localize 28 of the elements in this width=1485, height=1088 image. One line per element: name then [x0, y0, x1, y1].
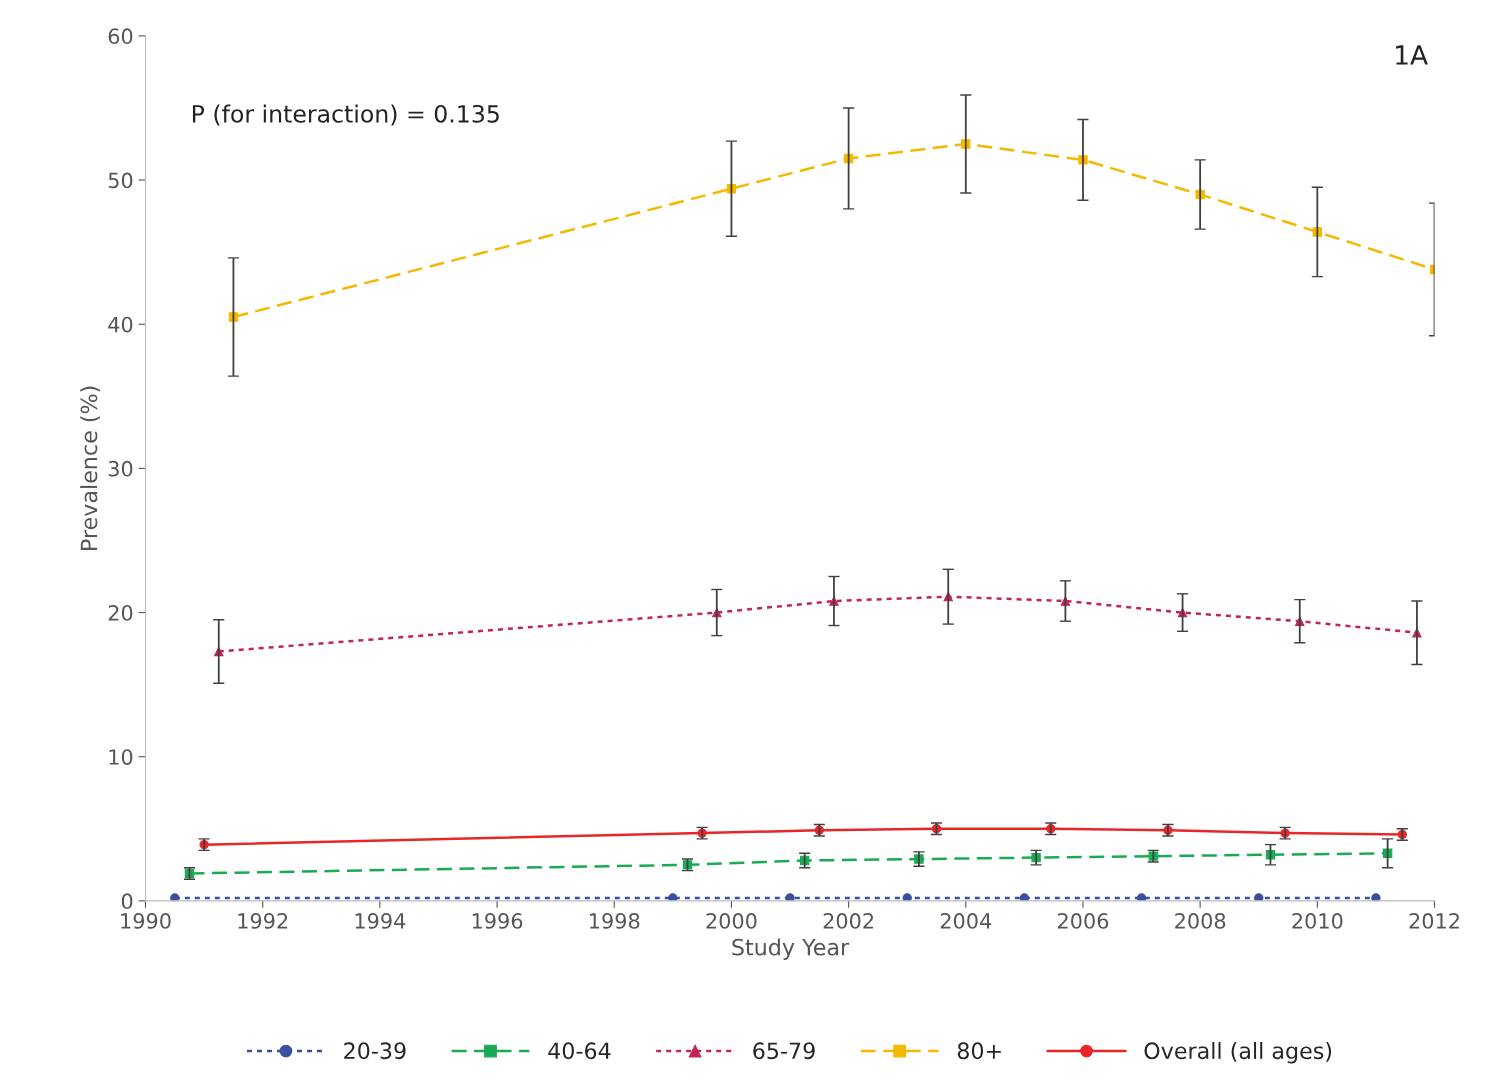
x-tick-label: 2004 [940, 913, 992, 929]
legend-label: 65-79 [753, 1042, 815, 1060]
legend-label: 80+ [957, 1042, 1001, 1060]
legend-label: 40-64 [548, 1042, 611, 1060]
annotation: P (for interaction) = 0.135 [192, 104, 499, 126]
x-tick-label: 1990 [121, 913, 171, 929]
legend-label: 20-39 [344, 1042, 406, 1060]
x-tick-label: 1994 [355, 913, 406, 929]
x-tick-label: 1992 [238, 913, 288, 929]
x-axis-title: Study Year [732, 938, 850, 960]
annotation: 1A [1396, 45, 1428, 65]
y-tick-label: 40 [108, 316, 133, 333]
x-tick-label: 1996 [472, 913, 523, 929]
y-axis-title: Prevalence (%) [80, 386, 100, 550]
y-tick-label: 60 [108, 28, 133, 45]
y-tick-label: 50 [108, 172, 133, 189]
legend-label: Overall (all ages) [1144, 1041, 1332, 1064]
x-tick-label: 1998 [590, 913, 640, 929]
x-tick-label: 2012 [1409, 913, 1459, 929]
x-tick-label: 2002 [823, 913, 874, 929]
y-tick-label: 30 [108, 460, 133, 477]
x-tick-label: 2000 [706, 913, 757, 929]
y-tick-label: 20 [108, 605, 133, 621]
y-tick-label: 10 [109, 749, 133, 765]
x-tick-label: 2006 [1057, 913, 1109, 929]
x-tick-label: 2010 [1292, 913, 1343, 929]
x-tick-label: 2008 [1175, 913, 1226, 929]
y-tick-label: 0 [121, 893, 133, 910]
